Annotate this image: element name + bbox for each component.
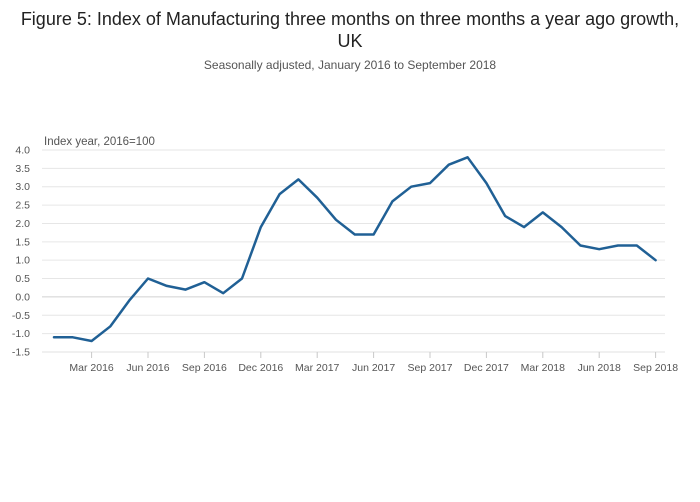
x-tick-label: Jun 2018 [578,362,621,374]
data-point[interactable] [597,247,601,251]
y-tick-label: 3.5 [15,163,30,175]
y-axis-label: Index year, 2016=100 [44,136,155,148]
y-axis: 4.0 3.5 3.0 2.5 2.0 1.5 1.0 0.5 0.0 -0.5 -1.0 -1.5 [12,145,30,359]
data-point[interactable] [372,232,376,236]
data-point[interactable] [184,288,188,292]
y-tick-label: 1.5 [15,236,30,248]
x-tick-label: Dec 2017 [464,362,509,374]
data-point[interactable] [466,155,470,159]
data-point[interactable] [296,177,300,181]
data-point[interactable] [165,284,169,288]
data-point[interactable] [541,210,545,214]
data-point[interactable] [616,243,620,247]
x-tick-label: Sep 2018 [633,362,678,374]
series-line [52,156,657,343]
x-axis: Mar 2016 Jun 2016 Sep 2016 Dec 2016 Mar 2017… [42,351,678,374]
x-tick-label: Mar 2017 [295,362,340,374]
data-point[interactable] [503,214,507,218]
data-point[interactable] [484,181,488,185]
x-tick-label: Jun 2017 [352,362,395,374]
data-point[interactable] [108,324,112,328]
x-tick-label: Dec 2016 [238,362,283,374]
data-point[interactable] [334,218,338,222]
y-tick-label: 1.0 [15,255,30,267]
x-tick-label: Mar 2018 [521,362,566,374]
x-tick-label: Sep 2017 [408,362,453,374]
data-point[interactable] [654,258,658,262]
chart-subtitle: Seasonally adjusted, January 2016 to Sep… [203,58,497,72]
chart-title: Figure 5: Index of Manufacturing three m… [20,9,680,51]
data-point[interactable] [390,199,394,203]
data-point[interactable] [278,192,282,196]
data-point[interactable] [522,225,526,229]
y-tick-label: 3.0 [15,181,30,193]
y-tick-label: -1.0 [12,328,30,340]
x-tick-label: Sep 2016 [182,362,227,374]
y-tick-label: 4.0 [15,145,30,157]
series-group [52,155,658,343]
data-point[interactable] [90,339,94,343]
data-point[interactable] [409,185,413,189]
data-point[interactable] [71,335,75,339]
data-point[interactable] [259,225,263,229]
data-point[interactable] [221,291,225,295]
y-tick-label: -1.5 [12,347,30,359]
y-tick-label: 0.5 [15,273,30,285]
data-point[interactable] [240,277,244,281]
data-point[interactable] [578,243,582,247]
data-point[interactable] [52,335,56,339]
y-tick-label: 2.0 [15,218,30,230]
data-point[interactable] [447,163,451,167]
data-point[interactable] [315,196,319,200]
data-point[interactable] [146,277,150,281]
y-tick-label: -0.5 [12,310,30,322]
data-point[interactable] [560,225,564,229]
y-tick-label: 2.5 [15,200,30,212]
data-point[interactable] [202,280,206,284]
x-tick-label: Jun 2016 [126,362,169,374]
gridlines [42,149,665,353]
data-point[interactable] [428,181,432,185]
data-point[interactable] [635,243,639,247]
x-tick-label: Mar 2016 [69,362,114,374]
data-point[interactable] [127,299,131,303]
y-tick-label: 0.0 [15,291,30,303]
data-point[interactable] [353,232,357,236]
